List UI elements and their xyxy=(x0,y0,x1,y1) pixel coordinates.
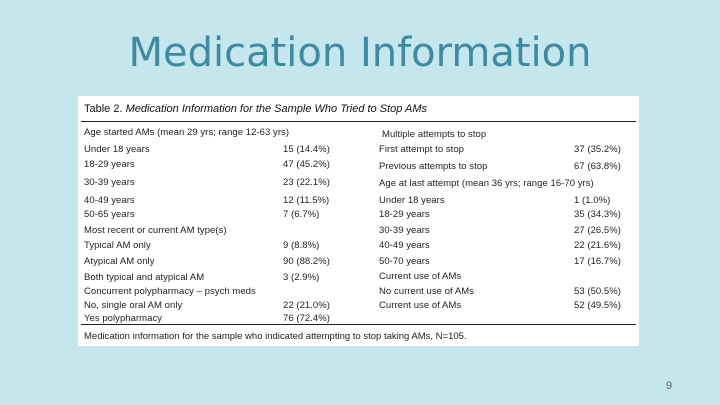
slide-title: Medication Information xyxy=(128,30,592,76)
right-row-label: Previous attempts to stop xyxy=(379,161,488,172)
right-row-label: Multiple attempts to stop xyxy=(382,129,487,140)
table-footnote: Medication information for the sample wh… xyxy=(84,331,467,342)
left-row-value: 15 (14.4%) xyxy=(283,144,330,155)
left-row-value: 76 (72.4%) xyxy=(283,313,330,324)
table-bottom-rule xyxy=(81,324,636,325)
caption-title: Medication Information for the Sample Wh… xyxy=(125,103,428,115)
medication-table: Table 2. Medication Information for the … xyxy=(78,96,639,346)
right-row-value: 27 (26.5%) xyxy=(574,225,621,236)
left-row-value: 7 (6.7%) xyxy=(283,209,320,220)
right-row-label: 50-70 years xyxy=(379,256,430,267)
right-row-value: 1 (1.0%) xyxy=(574,195,611,206)
page-number: 9 xyxy=(666,380,673,392)
left-row-label: Atypical AM only xyxy=(84,256,155,267)
left-row-label: 18-29 years xyxy=(84,159,135,170)
right-row-label: 30-39 years xyxy=(379,225,430,236)
left-row-label: Age started AMs (mean 29 yrs; range 12-6… xyxy=(84,127,290,138)
left-row-value: 9 (8.8%) xyxy=(283,240,320,251)
left-row-value: 12 (11.5%) xyxy=(283,195,330,206)
right-row-value: 35 (34.3%) xyxy=(574,209,621,220)
caption-prefix: Table 2. xyxy=(84,103,123,115)
right-row-value: 17 (16.7%) xyxy=(574,256,621,267)
table-top-rule xyxy=(81,121,636,122)
left-row-label: Typical AM only xyxy=(84,240,151,251)
right-row-label: Current use of AMs xyxy=(379,271,462,282)
right-row-value: 22 (21.6%) xyxy=(574,240,621,251)
right-row-label: Under 18 years xyxy=(379,195,445,206)
right-row-label: First attempt to stop xyxy=(379,144,464,155)
right-row-value: 37 (35.2%) xyxy=(574,144,621,155)
left-row-value: 3 (2.9%) xyxy=(283,272,320,283)
left-row-label: 30-39 years xyxy=(84,177,135,188)
right-row-label: No current use of AMs xyxy=(379,286,475,297)
right-row-label: 40-49 years xyxy=(379,240,430,251)
right-row-value: 67 (63.8%) xyxy=(574,161,621,172)
left-row-label: Yes polypharmacy xyxy=(84,313,163,324)
right-row-label: 18-29 years xyxy=(379,209,430,220)
left-row-value: 90 (88.2%) xyxy=(283,256,330,267)
right-row-label: Current use of AMs xyxy=(379,300,462,311)
left-row-value: 23 (22.1%) xyxy=(283,177,330,188)
right-row-value: 52 (49.5%) xyxy=(574,300,621,311)
left-row-label: Both typical and atypical AM xyxy=(84,272,205,283)
left-row-value: 47 (45.2%) xyxy=(283,159,330,170)
right-row-label: Age at last attempt (mean 36 yrs; range … xyxy=(379,178,594,189)
left-row-label: No, single oral AM only xyxy=(84,300,183,311)
left-row-label: Concurrent polypharmacy – psych meds xyxy=(84,286,256,297)
right-row-value: 53 (50.5%) xyxy=(574,286,621,297)
left-row-label: Most recent or current AM type(s) xyxy=(84,225,227,236)
table-caption: Table 2. Medication Information for the … xyxy=(84,103,427,115)
left-row-label: Under 18 years xyxy=(84,144,150,155)
left-row-value: 22 (21.0%) xyxy=(283,300,330,311)
left-row-label: 40-49 years xyxy=(84,195,135,206)
left-row-label: 50-65 years xyxy=(84,209,135,220)
